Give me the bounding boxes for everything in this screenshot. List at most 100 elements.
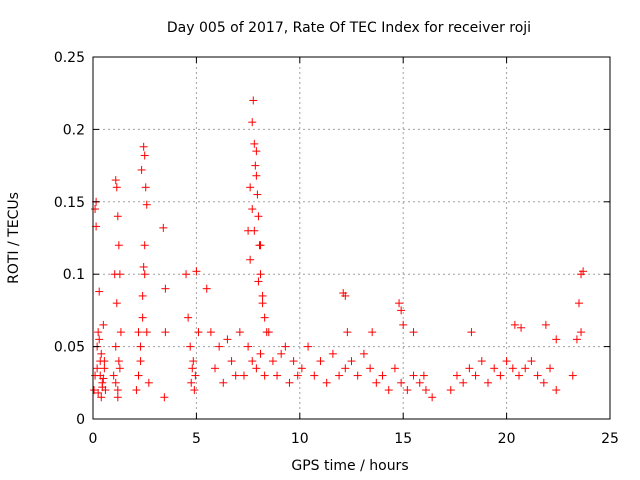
data-point bbox=[139, 262, 148, 271]
data-point bbox=[515, 371, 524, 380]
data-point bbox=[527, 357, 536, 366]
data-point bbox=[421, 386, 430, 395]
data-point bbox=[310, 371, 319, 380]
data-point bbox=[446, 386, 455, 395]
y-tick-label: 0.25 bbox=[54, 50, 85, 66]
data-point bbox=[316, 357, 325, 366]
data-point bbox=[258, 299, 267, 308]
data-point bbox=[260, 313, 269, 322]
y-tick-label: 0.05 bbox=[54, 340, 85, 356]
data-point bbox=[428, 393, 437, 402]
data-point bbox=[256, 349, 265, 358]
data-point bbox=[100, 364, 109, 373]
data-point bbox=[244, 342, 253, 351]
data-point bbox=[359, 349, 368, 358]
data-point bbox=[347, 357, 356, 366]
data-point bbox=[187, 378, 196, 387]
data-point bbox=[137, 165, 146, 174]
data-point bbox=[227, 357, 236, 366]
data-point bbox=[97, 349, 106, 358]
data-point bbox=[568, 371, 577, 380]
data-point bbox=[260, 371, 269, 380]
data-point bbox=[253, 190, 262, 199]
data-point bbox=[142, 328, 151, 337]
data-point bbox=[91, 205, 100, 214]
data-point bbox=[273, 371, 282, 380]
data-point bbox=[219, 378, 228, 387]
data-point bbox=[194, 328, 203, 337]
data-point bbox=[140, 241, 149, 250]
x-tick-label: 20 bbox=[498, 431, 516, 447]
data-point bbox=[368, 328, 377, 337]
data-point bbox=[397, 378, 406, 387]
data-point bbox=[211, 364, 220, 373]
data-point bbox=[160, 393, 169, 402]
data-point bbox=[251, 161, 260, 170]
data-point bbox=[341, 291, 350, 300]
data-point bbox=[111, 342, 120, 351]
y-tick-label: 0.1 bbox=[63, 267, 85, 283]
data-point bbox=[399, 320, 408, 329]
data-point bbox=[248, 357, 257, 366]
data-point bbox=[496, 371, 505, 380]
data-point bbox=[256, 241, 265, 250]
data-point bbox=[395, 299, 404, 308]
data-point bbox=[134, 371, 143, 380]
x-tick-label: 15 bbox=[394, 431, 412, 447]
data-point bbox=[322, 378, 331, 387]
data-point bbox=[95, 335, 104, 344]
data-point bbox=[502, 357, 511, 366]
data-point bbox=[384, 386, 393, 395]
data-point bbox=[252, 364, 261, 373]
data-point bbox=[552, 335, 561, 344]
x-tick-label: 0 bbox=[89, 431, 98, 447]
data-point bbox=[483, 378, 492, 387]
data-point bbox=[113, 212, 122, 221]
data-point bbox=[579, 267, 588, 276]
data-point bbox=[397, 306, 406, 315]
data-point bbox=[508, 364, 517, 373]
data-point bbox=[99, 320, 108, 329]
data-point bbox=[191, 371, 200, 380]
data-point bbox=[142, 200, 151, 209]
data-point bbox=[116, 328, 125, 337]
data-point bbox=[304, 342, 313, 351]
data-point bbox=[239, 371, 248, 380]
data-point bbox=[111, 378, 120, 387]
data-point bbox=[477, 357, 486, 366]
data-point bbox=[138, 313, 147, 322]
data-point bbox=[471, 371, 480, 380]
data-point bbox=[465, 364, 474, 373]
data-point bbox=[184, 313, 193, 322]
plot-frame bbox=[92, 56, 611, 420]
data-point bbox=[343, 328, 352, 337]
y-tick-label: 0 bbox=[76, 412, 85, 428]
data-point bbox=[262, 328, 271, 337]
data-point bbox=[539, 378, 548, 387]
data-point bbox=[335, 371, 344, 380]
data-point bbox=[459, 378, 468, 387]
data-point bbox=[132, 386, 141, 395]
data-point bbox=[90, 386, 99, 395]
data-point bbox=[258, 291, 267, 300]
data-points bbox=[90, 96, 588, 402]
data-point bbox=[115, 270, 124, 279]
data-point bbox=[91, 371, 100, 380]
data-point bbox=[467, 328, 476, 337]
data-point bbox=[490, 364, 499, 373]
data-point bbox=[293, 371, 302, 380]
data-point bbox=[246, 183, 255, 192]
data-point bbox=[248, 118, 257, 127]
x-tick-label: 25 bbox=[601, 431, 619, 447]
data-point bbox=[390, 364, 399, 373]
data-point bbox=[378, 371, 387, 380]
data-point bbox=[403, 386, 412, 395]
axis-ticks: 0 0.05 0.1 0.15 0.2 0.25 0 5 10 15 20 25 bbox=[54, 50, 619, 447]
data-point bbox=[353, 371, 362, 380]
data-point bbox=[94, 388, 103, 397]
data-point bbox=[161, 328, 170, 337]
data-point bbox=[189, 357, 198, 366]
data-point bbox=[109, 371, 118, 380]
data-point bbox=[409, 328, 418, 337]
